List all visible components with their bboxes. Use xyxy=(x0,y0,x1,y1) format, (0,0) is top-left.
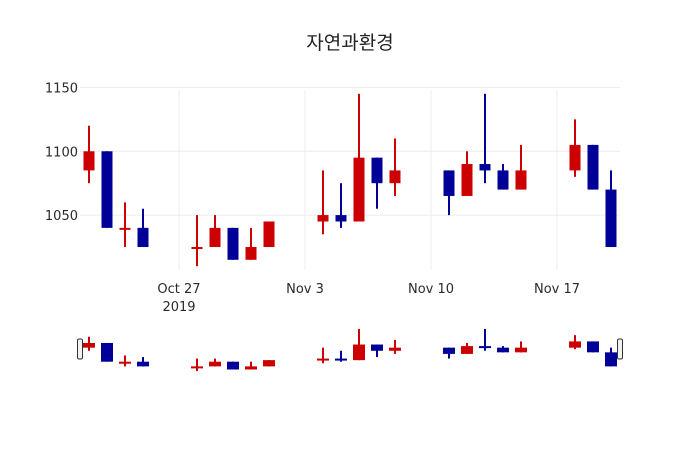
candle[interactable] xyxy=(515,144,527,190)
slider-candle xyxy=(263,360,275,367)
slider-candle xyxy=(353,328,365,361)
slider-candle xyxy=(209,358,221,367)
range-slider-right-handle[interactable] xyxy=(617,338,623,360)
range-slider[interactable] xyxy=(77,328,623,372)
candle[interactable] xyxy=(101,151,113,228)
range-slider-left-handle[interactable] xyxy=(77,338,83,360)
y-axis: 1050 1100 1150 xyxy=(45,81,78,224)
candle[interactable] xyxy=(263,221,275,248)
candle[interactable] xyxy=(227,227,239,260)
candle-body xyxy=(83,151,95,171)
candle-body xyxy=(605,189,617,248)
candle[interactable] xyxy=(587,144,599,190)
x-tick-year-label: 2019 xyxy=(162,300,195,315)
slider-candle xyxy=(245,361,257,370)
candle[interactable] xyxy=(443,170,455,216)
slider-candle xyxy=(569,335,581,350)
x-axis: Oct 27 2019 Nov 3 Nov 10 Nov 17 xyxy=(157,282,580,315)
candle-body xyxy=(371,157,383,184)
x-tick-label: Nov 3 xyxy=(286,282,324,297)
slider-candle xyxy=(389,339,401,354)
slider-candle xyxy=(461,342,473,354)
y-tick-label: 1150 xyxy=(45,81,78,96)
candle[interactable] xyxy=(479,93,491,184)
slider-candle xyxy=(587,341,599,353)
slider-candle xyxy=(371,344,383,358)
candle-body xyxy=(461,164,473,196)
candle[interactable] xyxy=(209,215,221,248)
x-tick-label: Oct 27 xyxy=(157,282,200,297)
candle[interactable] xyxy=(497,164,509,190)
candle-body xyxy=(137,227,149,248)
slider-candle xyxy=(497,346,509,353)
y-tick-label: 1050 xyxy=(45,209,78,224)
candle-body xyxy=(479,164,491,171)
candle[interactable] xyxy=(137,208,149,248)
candle[interactable] xyxy=(119,202,131,248)
gridlines xyxy=(80,86,620,270)
slider-candle xyxy=(317,347,329,364)
candle[interactable] xyxy=(245,227,257,260)
candle-body xyxy=(101,151,113,228)
candle-body xyxy=(119,227,131,230)
candle[interactable] xyxy=(605,170,617,248)
candle[interactable] xyxy=(335,183,347,228)
candle[interactable] xyxy=(569,119,581,177)
slider-candle xyxy=(515,341,527,353)
candle-body xyxy=(245,247,257,260)
slider-candle xyxy=(605,347,617,367)
slider-candle xyxy=(137,357,149,367)
slider-candle xyxy=(83,336,95,351)
candle-body xyxy=(515,170,527,190)
slider-candle xyxy=(101,342,113,362)
candle-body xyxy=(587,144,599,190)
slider-candle xyxy=(191,358,203,372)
slider-candle xyxy=(479,328,491,351)
candle-body xyxy=(443,170,455,196)
candle-body xyxy=(191,247,203,250)
candle-body xyxy=(353,157,365,222)
candle[interactable] xyxy=(83,125,95,184)
slider-candle xyxy=(119,355,131,367)
candles-main[interactable] xyxy=(83,93,617,267)
candle[interactable] xyxy=(317,170,329,235)
candle-body xyxy=(497,170,509,190)
candle-body xyxy=(263,221,275,248)
candle-body xyxy=(569,144,581,171)
candle[interactable] xyxy=(191,215,203,267)
y-tick-label: 1100 xyxy=(45,145,78,160)
candle-body xyxy=(317,215,329,222)
candle-body xyxy=(227,227,239,260)
candle-body xyxy=(209,227,221,248)
candle-body xyxy=(389,170,401,184)
x-tick-label: Nov 10 xyxy=(408,282,454,297)
candle[interactable] xyxy=(461,151,473,196)
chart-title: 자연과환경 xyxy=(306,32,394,54)
slider-candle xyxy=(443,347,455,359)
slider-candle xyxy=(227,361,239,370)
candle[interactable] xyxy=(371,157,383,209)
candle-body xyxy=(335,215,347,222)
x-tick-label: Nov 17 xyxy=(534,282,580,297)
slider-candle xyxy=(335,350,347,362)
candle[interactable] xyxy=(353,93,365,222)
candle[interactable] xyxy=(389,138,401,196)
